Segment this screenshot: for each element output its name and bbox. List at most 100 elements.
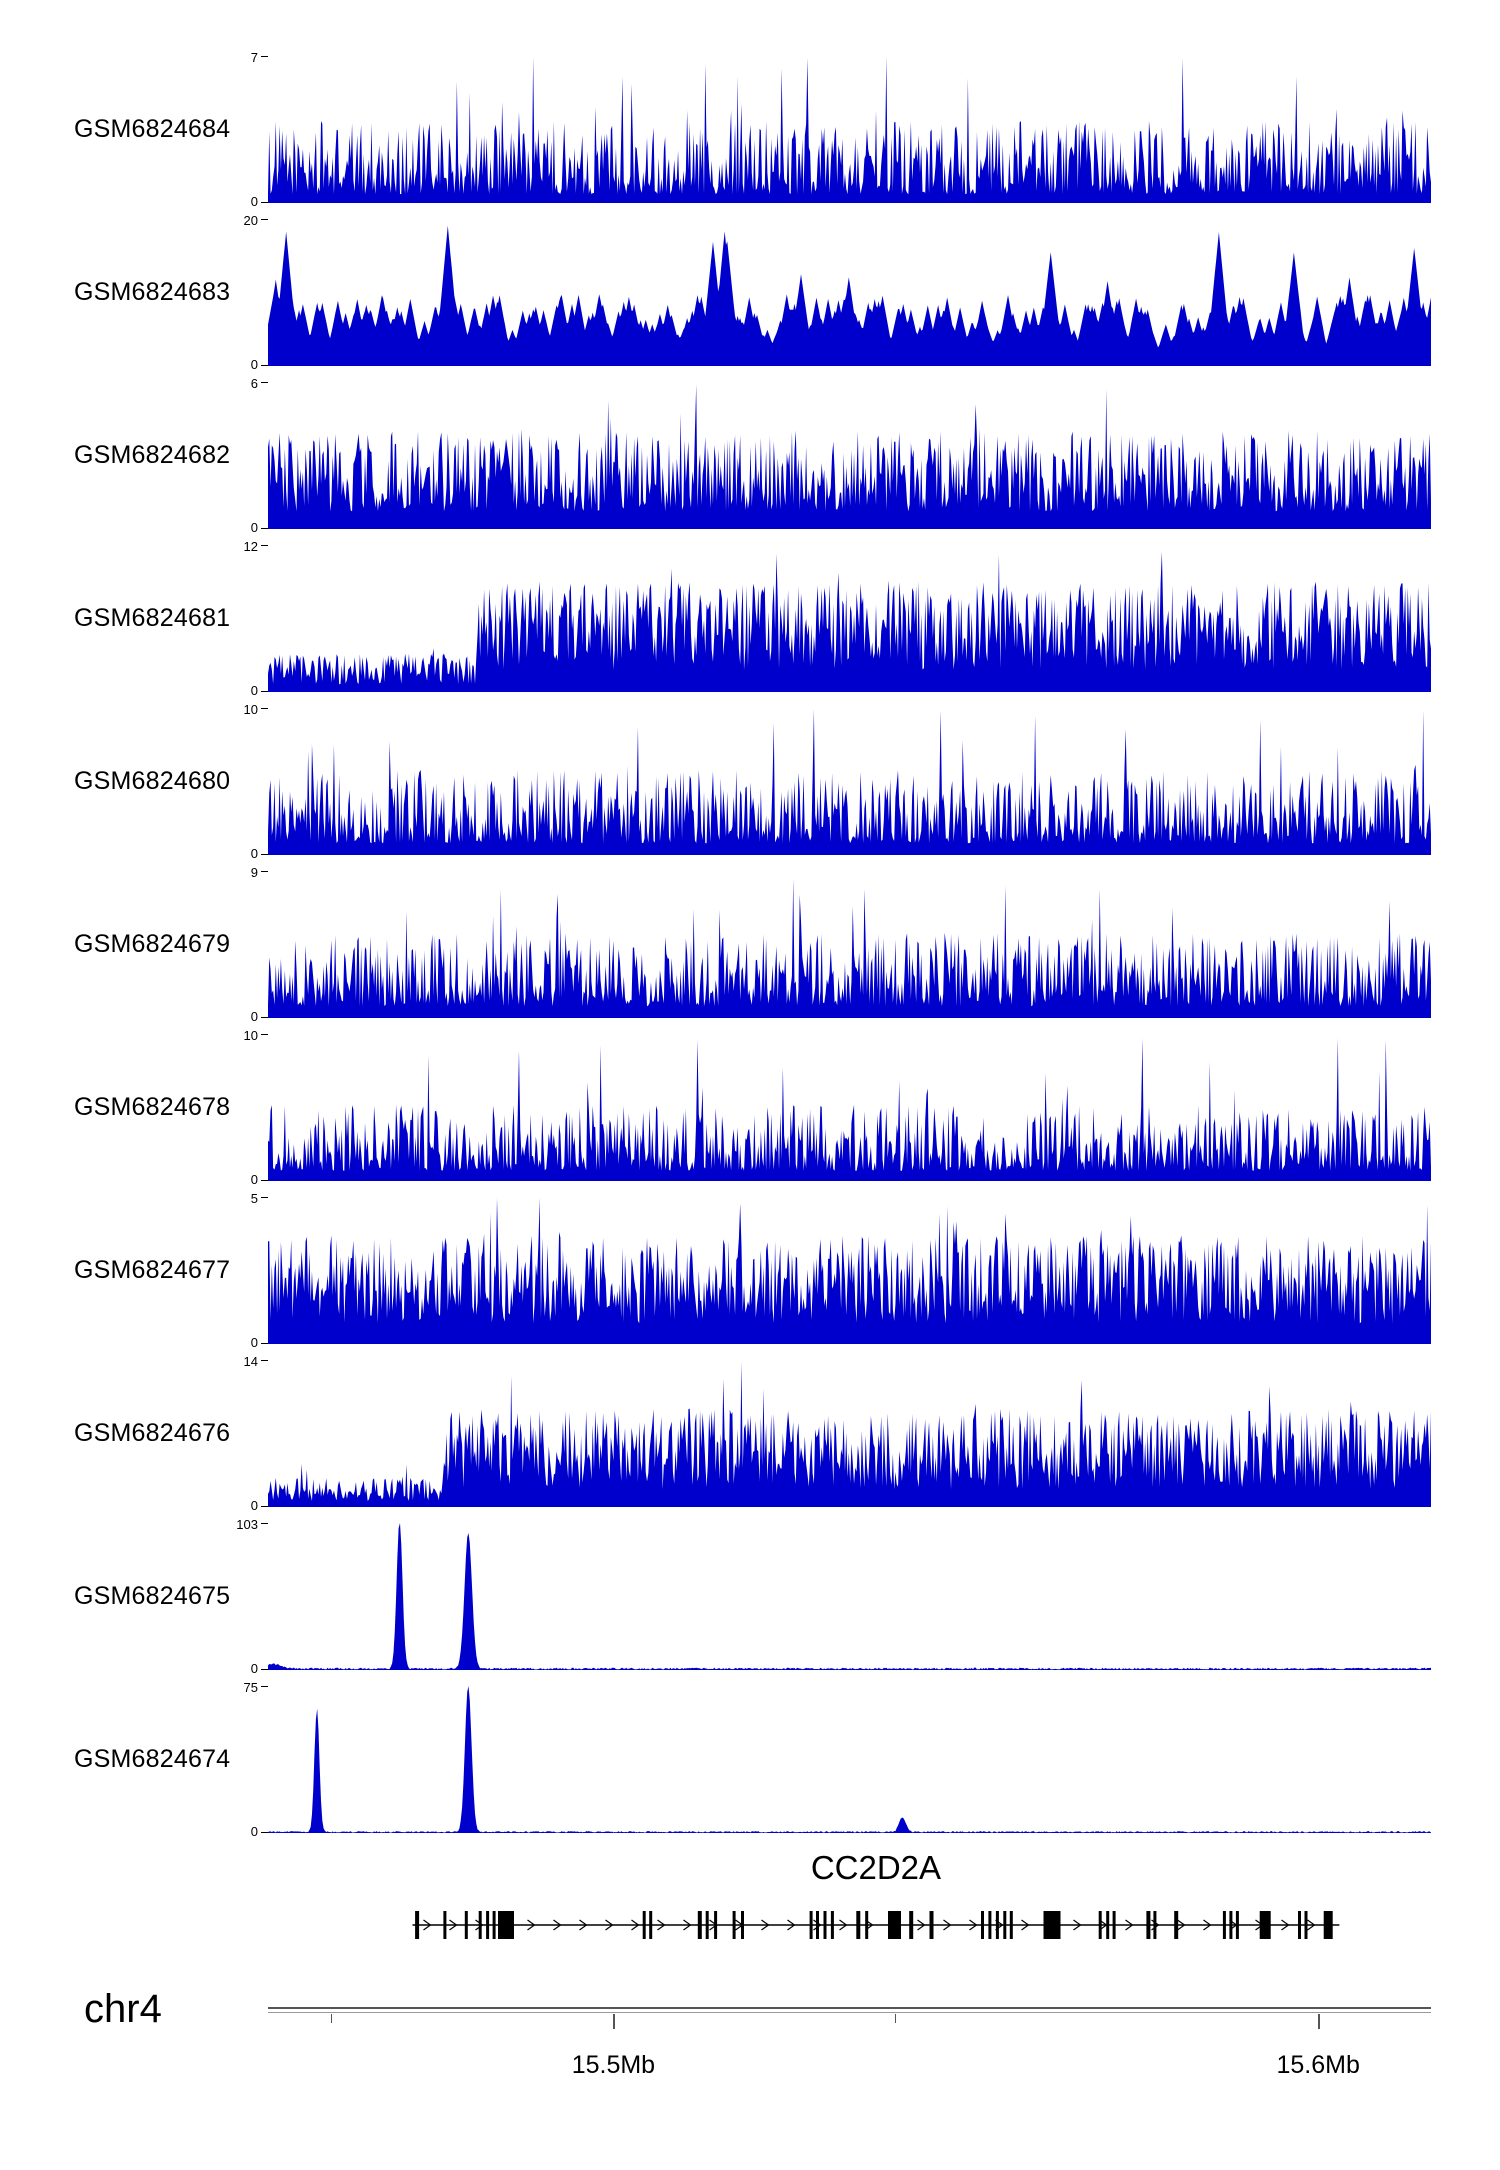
y-axis-zero-label: 0 — [250, 357, 258, 372]
y-axis-max-label: 14 — [243, 1354, 258, 1369]
gene-model-svg — [412, 1911, 1340, 1939]
y-axis: 10 0 — [230, 702, 268, 861]
axis-major-tick — [1318, 2014, 1321, 2029]
y-axis: 12 0 — [230, 539, 268, 698]
signal-plot — [268, 382, 1431, 529]
y-axis-max-label: 10 — [243, 702, 258, 717]
y-axis-max-label: 103 — [236, 1517, 258, 1532]
signal-plot — [268, 56, 1431, 203]
signal-track: GSM6824683 20 0 — [0, 213, 1500, 372]
y-axis-max-label: 6 — [250, 376, 258, 391]
y-axis: 14 0 — [230, 1354, 268, 1513]
y-axis-max-label: 20 — [243, 213, 258, 228]
signal-track: GSM6824679 9 0 — [0, 865, 1500, 1024]
gene-model — [268, 1893, 1431, 1957]
y-axis-max-label: 12 — [243, 539, 258, 554]
y-axis-bottom-tick — [261, 1669, 268, 1670]
coverage-signal — [268, 56, 1431, 203]
track-label: GSM6824681 — [74, 604, 231, 632]
track-label: GSM6824675 — [74, 1582, 231, 1610]
signal-track: GSM6824677 5 0 — [0, 1191, 1500, 1350]
y-axis: 7 0 — [230, 50, 268, 209]
y-axis-zero-label: 0 — [250, 1172, 258, 1187]
signal-plot — [268, 1360, 1431, 1507]
y-axis-max-label: 5 — [250, 1191, 258, 1206]
coverage-signal — [268, 1523, 1431, 1670]
y-axis-zero-label: 0 — [250, 1824, 258, 1839]
track-label: GSM6824677 — [74, 1256, 231, 1284]
track-label: GSM6824674 — [74, 1745, 231, 1773]
y-axis-bottom-tick — [261, 365, 268, 366]
y-axis: 9 0 — [230, 865, 268, 1024]
y-axis: 20 0 — [230, 213, 268, 372]
y-axis-max-label: 9 — [250, 865, 258, 880]
axis-line — [268, 2007, 1431, 2013]
signal-track: GSM6824682 6 0 — [0, 376, 1500, 535]
y-axis-zero-label: 0 — [250, 1335, 258, 1350]
y-axis-zero-label: 0 — [250, 1498, 258, 1513]
axis-tick-label: 15.5Mb — [571, 2051, 656, 2079]
coverage-signal — [268, 1686, 1431, 1833]
signal-track: GSM6824681 12 0 — [0, 539, 1500, 698]
signal-track: GSM6824684 7 0 — [0, 50, 1500, 209]
track-label: GSM6824678 — [74, 1093, 231, 1121]
y-axis-top-tick — [261, 871, 268, 872]
signal-track: GSM6824676 14 0 — [0, 1354, 1500, 1513]
axis-minor-tick — [895, 2014, 897, 2023]
coverage-signal — [268, 225, 1431, 366]
y-axis-bottom-tick — [261, 1180, 268, 1181]
coverage-signal — [268, 384, 1431, 529]
y-axis-bottom-tick — [261, 1017, 268, 1018]
y-axis-zero-label: 0 — [250, 1009, 258, 1024]
y-axis-top-tick — [261, 1034, 268, 1035]
axis-tick-label: 15.6Mb — [1276, 2051, 1360, 2079]
signal-track: GSM6824678 10 0 — [0, 1028, 1500, 1187]
y-axis-bottom-tick — [261, 202, 268, 203]
y-axis-top-tick — [261, 1360, 268, 1361]
y-axis-top-tick — [261, 545, 268, 546]
signal-plot — [268, 871, 1431, 1018]
coverage-signal — [268, 1361, 1431, 1507]
y-axis-top-tick — [261, 219, 268, 220]
y-axis: 10 0 — [230, 1028, 268, 1187]
signal-plot — [268, 545, 1431, 692]
signal-plot — [268, 1686, 1431, 1833]
signal-plot — [268, 1523, 1431, 1670]
y-axis-top-tick — [261, 1523, 268, 1524]
y-axis-max-label: 7 — [250, 50, 258, 65]
genome-axis-section: chr4 15.5Mb 15.6Mb — [0, 1987, 1500, 2123]
y-axis-max-label: 75 — [243, 1680, 258, 1695]
track-label: GSM6824676 — [74, 1419, 231, 1447]
signal-track: GSM6824674 75 0 — [0, 1680, 1500, 1839]
y-axis-max-label: 10 — [243, 1028, 258, 1043]
y-axis-top-tick — [261, 1686, 268, 1687]
coverage-signal — [268, 551, 1431, 692]
track-label: GSM6824682 — [74, 441, 231, 469]
y-axis: 75 0 — [230, 1680, 268, 1839]
track-label: GSM6824680 — [74, 767, 231, 795]
genome-ruler: 15.5Mb 15.6Mb — [268, 2007, 1431, 2097]
track-label: GSM6824679 — [74, 930, 231, 958]
axis-major-tick — [613, 2014, 616, 2029]
y-axis: 6 0 — [230, 376, 268, 535]
y-axis-zero-label: 0 — [250, 1661, 258, 1676]
y-axis-bottom-tick — [261, 1832, 268, 1833]
y-axis-top-tick — [261, 56, 268, 57]
y-axis-top-tick — [261, 1197, 268, 1198]
y-axis-bottom-tick — [261, 854, 268, 855]
coverage-signal — [268, 1197, 1431, 1344]
y-axis-zero-label: 0 — [250, 520, 258, 535]
gene-name-label: CC2D2A — [810, 1849, 942, 1886]
track-label: GSM6824684 — [74, 115, 231, 143]
coverage-signal — [268, 709, 1431, 855]
coverage-signal — [268, 878, 1431, 1018]
signal-plot — [268, 708, 1431, 855]
y-axis-zero-label: 0 — [250, 194, 258, 209]
tracks-container: GSM6824684 7 0 GSM6824683 20 0 GSM682468… — [0, 50, 1500, 1839]
y-axis: 103 0 — [230, 1517, 268, 1676]
chromosome-label: chr4 — [84, 1987, 162, 2031]
axis-minor-tick — [331, 2014, 333, 2023]
signal-plot — [268, 1034, 1431, 1181]
y-axis-bottom-tick — [261, 1343, 268, 1344]
